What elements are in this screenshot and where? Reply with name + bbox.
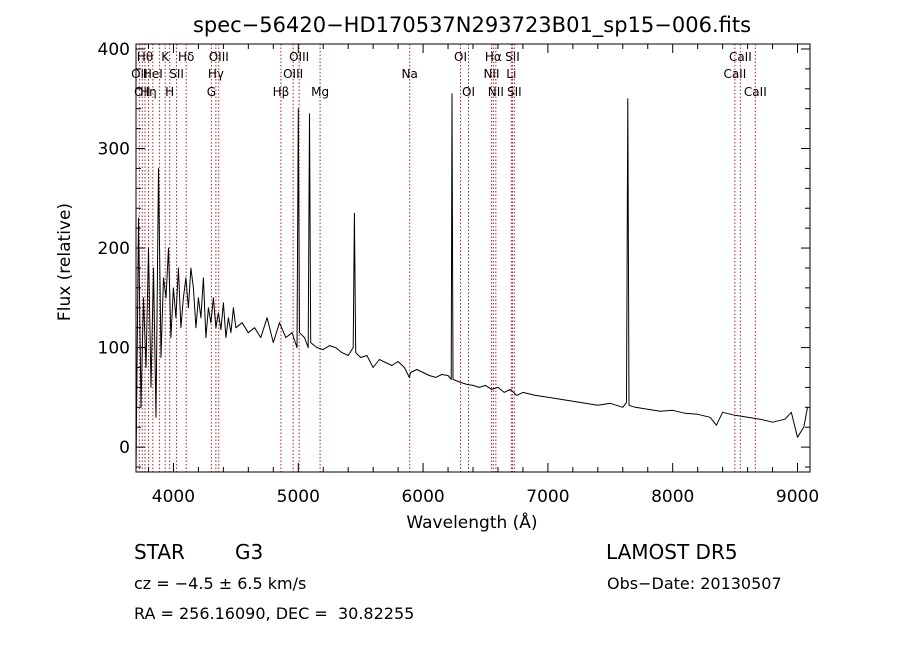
line-label-0: OII — [131, 67, 148, 81]
line-label-16: Mg — [311, 85, 329, 99]
line-label-4: HeI — [143, 67, 163, 81]
object-class: STAR — [134, 540, 185, 564]
x-tick-label-3: 7000 — [526, 487, 569, 507]
y-tick-label-4: 400 — [98, 40, 130, 60]
line-label-2: Hθ — [137, 50, 153, 64]
y-tick-label-3: 300 — [98, 140, 130, 160]
observation-date: Obs−Date: 20130507 — [607, 574, 782, 593]
object-subclass: G3 — [235, 540, 264, 564]
line-label-18: OI — [454, 50, 467, 64]
line-label-14: OIII — [283, 67, 303, 81]
x-tick-label-4: 8000 — [651, 487, 694, 507]
x-tick-label-0: 4000 — [152, 487, 195, 507]
line-label-9: Hδ — [178, 50, 194, 64]
line-label-6: K — [161, 50, 170, 64]
line-label-13: Hβ — [273, 85, 290, 99]
line-label-15: OIII — [289, 50, 309, 64]
line-label-10: G — [207, 85, 216, 99]
plot-frame — [135, 43, 811, 473]
line-label-12: OIII — [209, 50, 229, 64]
spectral-line-markers: OIIOIIHθHηHeIKHSIIHδGHγOIIIHβOIIIOIIIMgN… — [131, 44, 767, 472]
x-tick-label-5: 9000 — [776, 487, 819, 507]
x-tick-label-1: 5000 — [277, 487, 320, 507]
axis-ticks: 4000 5000 6000 7000 8000 9000 0 100 200 300 400 — [98, 40, 820, 507]
line-label-22: NII — [488, 85, 504, 99]
y-axis-label: Flux (relative) — [55, 203, 75, 321]
x-axis-label: Wavelength (Å) — [406, 511, 537, 533]
line-label-25: SII — [507, 85, 522, 99]
line-label-7: H — [165, 85, 174, 99]
line-label-21: Hα — [485, 50, 502, 64]
line-label-17: Na — [402, 67, 418, 81]
survey-name: LAMOST DR5 — [606, 540, 738, 564]
spectrum-series-0 — [135, 93, 808, 473]
line-label-23: Li — [506, 67, 516, 81]
y-tick-label-2: 200 — [98, 239, 130, 259]
y-tick-label-0: 0 — [119, 438, 130, 458]
y-tick-label-1: 100 — [98, 339, 130, 359]
chart-title: spec−56420−HD170537N293723B01_sp15−006.f… — [193, 13, 751, 38]
coordinates: RA = 256.16090, DEC = 30.82255 — [134, 604, 415, 623]
line-label-19: OI — [462, 85, 475, 99]
x-tick-label-2: 6000 — [401, 487, 444, 507]
line-label-20: NII — [483, 67, 499, 81]
line-label-24: SII — [505, 50, 520, 64]
spectrum-trace — [135, 93, 808, 473]
line-label-8: SII — [169, 67, 184, 81]
line-label-26: CaII — [723, 67, 746, 81]
redshift-cz: cz = −4.5 ± 6.5 km/s — [134, 574, 307, 593]
line-label-3: Hη — [140, 85, 157, 99]
line-label-27: CaII — [729, 50, 752, 64]
line-label-28: CaII — [744, 85, 767, 99]
line-label-11: Hγ — [208, 67, 224, 81]
